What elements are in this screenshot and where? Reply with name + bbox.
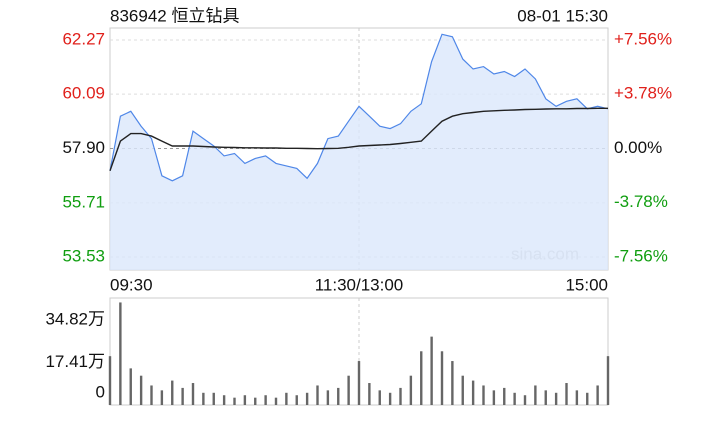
volume-bar [139,375,143,405]
volume-bar [513,392,516,405]
volume-bar [534,385,537,405]
volume-bar [596,385,599,405]
volume-bar [471,380,475,405]
volume-bar [150,385,153,405]
volume-bar [129,368,132,405]
volume-bar [274,397,278,405]
volume-bar [212,392,215,405]
volume-bar [565,383,568,405]
y-tick-label: 34.82万 [45,309,105,328]
volume-bar [316,385,319,405]
y-tick-label: 57.90 [62,138,105,157]
volume-bar [523,395,527,405]
y-tick-label: 17.41万 [45,352,105,371]
volume-bar [160,390,164,405]
volume-bar [243,395,247,405]
volume-bar [119,302,122,405]
volume-bar [337,387,340,405]
volume-bar [326,390,330,405]
volume-bar [399,387,402,405]
x-tick-label: 11:30/13:00 [315,275,404,294]
price-line [109,33,609,182]
volume-bar [409,375,413,405]
volume-bar [388,392,392,405]
volume-bar [171,380,174,405]
volume-bar [254,397,257,405]
volume-bar [222,395,226,405]
y2-tick-label: -3.78% [614,192,668,211]
x-tick-label: 15:00 [565,275,608,294]
volume-bar [233,397,236,405]
volume-bar [202,392,205,405]
y-tick-label: 0 [96,382,105,401]
y-tick-label: 60.09 [62,84,105,103]
x-tick-label: 09:30 [110,275,153,294]
volume-bar [347,375,350,405]
volume-bar [368,383,371,405]
volume-bar [430,336,433,405]
volume-bar [378,390,381,405]
volume-bar [586,392,589,405]
average-line [109,107,608,172]
volume-bar [461,375,464,405]
y-tick-label: 62.27 [62,29,105,48]
volume-bar [285,392,288,405]
volume-bar [295,395,298,405]
price-area [110,34,608,270]
y-tick-label: 55.71 [62,192,105,211]
volume-bar [420,351,423,405]
volume-bar [305,392,309,405]
volume-bar [554,392,558,405]
volume-bar [357,361,361,405]
y2-tick-label: 0.00% [614,138,662,157]
volume-bar [181,387,184,405]
title: 836942 恒立钻具 [110,6,239,25]
volume-bar [544,390,547,405]
y-tick-label: 53.53 [62,246,105,265]
volume-bar [108,356,112,405]
volume-bar [440,351,444,405]
volume-bar [503,387,506,405]
y2-tick-label: +3.78% [614,84,672,103]
y2-tick-label: -7.56% [614,246,668,265]
time: 08-01 15:30 [517,6,608,25]
volume-bar [451,361,454,405]
volume-bar [264,395,267,405]
y2-tick-label: +7.56% [614,29,672,48]
volume-bar [606,356,610,405]
volume-bar [482,385,485,405]
volume-bar [492,390,496,405]
volume-bar [575,390,579,405]
volume-bar [191,383,195,405]
